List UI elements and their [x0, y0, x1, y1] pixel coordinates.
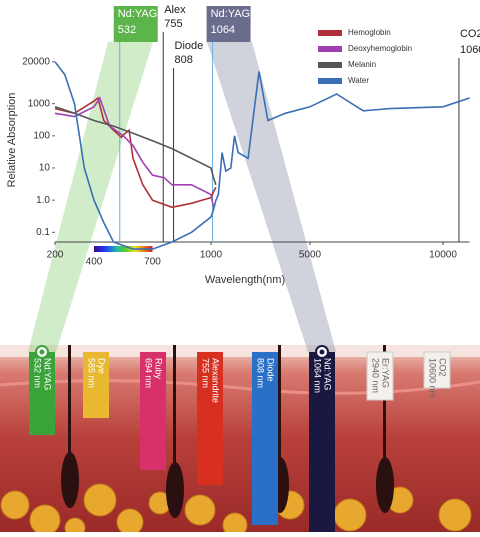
band-label: 400: [86, 257, 103, 268]
y-tick-label: 100: [33, 130, 50, 141]
visible-band: [94, 246, 153, 252]
legend-swatch: [318, 30, 342, 36]
laser-box: [113, 6, 158, 42]
device-name: Dye: [97, 358, 107, 374]
device-wavelength: 10600 nm: [428, 358, 438, 398]
laser-beam: [366, 351, 394, 401]
laser-beam: [252, 352, 278, 525]
y-tick-label: 0.1: [36, 227, 50, 238]
y-tick-label: 10: [39, 163, 51, 174]
laser-wavelength: 808: [175, 54, 193, 66]
laser-name: Alex: [164, 4, 186, 16]
x-tick-label: 1000: [200, 250, 223, 261]
device-wavelength: 694 nm: [144, 358, 154, 388]
y-tick-label: 1000: [28, 98, 51, 109]
layer-line: [0, 379, 480, 395]
laser-wavelength: 532: [118, 24, 136, 36]
device-wavelength: 808 nm: [256, 358, 266, 388]
laser-wavelength: 1064: [211, 24, 235, 36]
legend-swatch: [318, 78, 342, 84]
x-tick-label: 10000: [429, 250, 457, 261]
laser-wavelength: 755: [164, 18, 182, 30]
beam-cone: [28, 42, 153, 352]
band-label: 700: [144, 257, 161, 268]
series-line: [54, 96, 217, 209]
device-name: Ruby: [154, 358, 164, 380]
series-line: [54, 96, 215, 208]
y-axis-label: Relative Absorption: [6, 93, 18, 188]
legend-swatch: [318, 62, 342, 68]
laser-beam: [423, 351, 451, 389]
device-name: Er:YAG: [381, 358, 391, 388]
laser-wavelength: 10600: [460, 44, 480, 56]
epidermis: [0, 345, 480, 357]
legend-label: Melanin: [348, 60, 376, 69]
x-tick-label: 200: [47, 250, 64, 261]
legend-label: Water: [348, 76, 369, 85]
hair-follicles: [61, 345, 394, 518]
series-line: [54, 61, 470, 250]
legend-label: Deoxyhemoglobin: [348, 44, 412, 53]
device-name: Nd:YAG: [323, 358, 333, 390]
device-wavelength: 585 nm: [87, 358, 97, 388]
device-wavelength: 755 nm: [201, 358, 211, 388]
laser-beam: [309, 352, 335, 532]
laser-beam: [29, 352, 55, 435]
laser-name: Diode: [175, 40, 204, 52]
fat: [0, 483, 472, 537]
device-name: CO2: [438, 358, 448, 377]
x-tick-label: 5000: [299, 250, 322, 261]
laser-name: Nd:YAG: [118, 8, 158, 20]
device-wavelength: 1064 nm: [313, 358, 323, 393]
skin-illustration: [0, 345, 480, 537]
device-wavelength: 2940 nm: [371, 358, 381, 393]
laser-beam: [197, 352, 223, 485]
y-tick-label: 20000: [22, 56, 50, 67]
beam-cone: [207, 42, 336, 352]
device-name: Nd:YAG: [43, 358, 53, 390]
device-wavelength: 532 nm: [33, 358, 43, 388]
laser-beam: [140, 352, 166, 470]
y-tick-label: 1.0: [36, 195, 50, 206]
device-name: Diode: [266, 358, 276, 382]
laser-beam: [83, 352, 109, 418]
beam-marker-dot: [39, 349, 45, 355]
laser-box: [206, 6, 251, 42]
legend-swatch: [318, 46, 342, 52]
laser-name: Nd:YAG: [211, 8, 251, 20]
laser-name: CO2: [460, 28, 480, 40]
series-line: [54, 106, 217, 186]
beam-marker-dot: [319, 349, 325, 355]
device-name: Alexandrite: [211, 358, 221, 403]
x-axis-label: Wavelength(nm): [205, 274, 285, 286]
legend-label: Hemoglobin: [348, 28, 391, 37]
